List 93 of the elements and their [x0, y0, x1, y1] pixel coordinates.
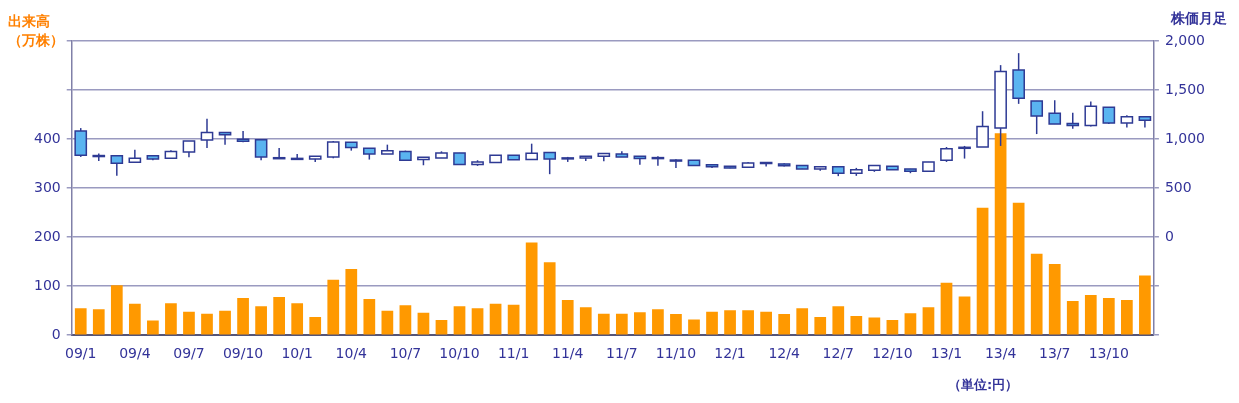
- bar: [291, 303, 304, 335]
- bar: [165, 303, 177, 335]
- x-tick-label: 11/7: [606, 345, 638, 362]
- x-tick-label: 13/1: [930, 345, 963, 362]
- bar: [1048, 264, 1061, 335]
- x-tick-label: 10/4: [335, 345, 368, 362]
- x-tick-label: 10/10: [439, 345, 480, 362]
- x-tick-label: 11/10: [655, 345, 697, 362]
- y-tick-label: 0: [51, 325, 61, 342]
- bar: [92, 309, 105, 335]
- y2-tick-label: 2,000: [1164, 31, 1206, 48]
- bar: [994, 133, 1007, 335]
- bar: [255, 306, 267, 335]
- bar: [832, 306, 845, 335]
- bar: [435, 320, 448, 335]
- bar: [1139, 275, 1151, 335]
- x-tick-label: 10/1: [281, 345, 313, 362]
- bar: [958, 296, 971, 335]
- y2-tick-label: 1,000: [1164, 129, 1206, 146]
- y-tick-label: 200: [33, 227, 61, 244]
- x-tick-label: 09/7: [173, 345, 205, 362]
- bar: [399, 305, 412, 335]
- x-tick-label: 11/1: [497, 345, 530, 362]
- x-tick-label: 12/10: [872, 345, 913, 362]
- bar: [453, 306, 466, 335]
- x-tick-label: 11/4: [552, 345, 584, 362]
- x-tick-label: 09/4: [119, 345, 151, 362]
- bar: [1121, 299, 1133, 335]
- x-tick-label: 13/4: [984, 345, 1017, 362]
- bar: [489, 303, 502, 335]
- bar: [309, 317, 322, 335]
- bar: [976, 207, 989, 335]
- x-tick-label: 12/4: [768, 345, 800, 362]
- bar: [471, 308, 484, 335]
- bar: [345, 269, 358, 335]
- bar: [796, 308, 809, 335]
- x-tick-label: 09/1: [65, 345, 97, 362]
- bar: [417, 312, 430, 335]
- bar: [147, 320, 159, 335]
- y-tick-label: 400: [33, 129, 61, 146]
- bar: [110, 285, 123, 335]
- bar: [1102, 297, 1115, 335]
- y-tick-label: 100: [33, 276, 61, 293]
- bar: [814, 317, 827, 335]
- bar: [778, 314, 791, 335]
- bar: [1012, 202, 1025, 335]
- bar: [1030, 253, 1043, 335]
- y2-tick-label: 0: [1164, 227, 1174, 244]
- bar: [742, 310, 754, 335]
- bar: [363, 298, 376, 335]
- bar: [183, 311, 195, 335]
- bar: [670, 314, 682, 335]
- bar: [886, 320, 899, 335]
- bar: [688, 319, 700, 335]
- bar: [201, 313, 213, 335]
- x-tick-label: 13/7: [1038, 345, 1071, 362]
- x-tick-label: 13/10: [1088, 345, 1130, 362]
- bar: [561, 299, 574, 335]
- bar: [74, 308, 87, 335]
- bar: [597, 313, 610, 335]
- x-tick-label: 09/10: [222, 345, 264, 362]
- bar: [579, 307, 592, 335]
- bar: [706, 311, 718, 335]
- bar: [634, 312, 646, 335]
- bar: [237, 297, 249, 335]
- bar: [219, 310, 231, 335]
- bar: [868, 317, 881, 335]
- bar: [128, 303, 141, 335]
- y-axis-title: 出来高（万株）: [8, 12, 64, 50]
- bar: [1066, 300, 1079, 335]
- y-tick-label: 300: [33, 178, 61, 195]
- y2-tick-label: 500: [1164, 178, 1192, 195]
- bar: [381, 310, 394, 335]
- y2-tick-label: 1,500: [1164, 80, 1206, 97]
- bar: [507, 304, 520, 335]
- bar: [543, 262, 556, 335]
- x-tick-label: 10/7: [389, 345, 422, 362]
- bar: [850, 316, 863, 335]
- bar: [940, 282, 953, 335]
- bar: [724, 310, 736, 335]
- bar: [652, 309, 664, 335]
- bar: [760, 311, 772, 335]
- x-tick-label: 12/7: [822, 345, 855, 362]
- bar: [327, 279, 340, 335]
- bar: [273, 296, 286, 335]
- bar: [904, 313, 917, 335]
- y2-axis-title: 株価月足: [1171, 10, 1227, 28]
- bar: [615, 313, 628, 335]
- x-tick-label: 12/1: [714, 345, 746, 362]
- bar: [922, 307, 935, 335]
- bar: [525, 242, 538, 335]
- text: （単位:円）: [948, 376, 1019, 394]
- bar: [1084, 294, 1097, 335]
